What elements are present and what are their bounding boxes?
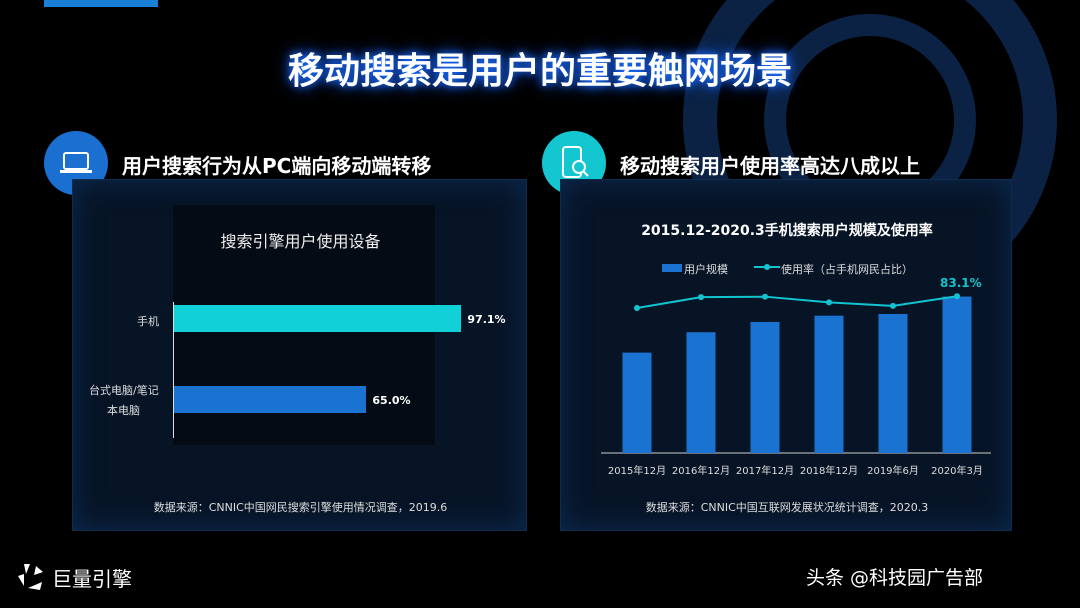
x-tick-label: 2015年12月: [607, 466, 667, 477]
y-axis: [173, 302, 174, 438]
x-tick-label: 2019年6月: [867, 466, 919, 477]
rate-point: [762, 293, 768, 300]
bar-pc: [174, 386, 367, 413]
source-note: 数据来源：CNNIC中国网民搜索引擎使用情况调查，2019.6: [153, 501, 448, 514]
legend-line-swatch: [754, 264, 780, 270]
x-tick-label: 2020年3月: [931, 466, 983, 477]
brand-name: 巨量引擎: [52, 567, 132, 591]
page-title: 移动搜索是用户的重要触网场景: [287, 51, 792, 92]
legend-bar-swatch: [662, 264, 682, 272]
legend-label: 使用率（占手机网民占比）: [781, 263, 913, 276]
combo-chart: [601, 293, 991, 454]
annotation-label: 83.1%: [940, 276, 982, 291]
x-tick-label: 2018年12月: [799, 466, 859, 477]
category-label: 本电脑: [107, 404, 140, 417]
right-panel: 2015.12-2020.3手机搜索用户规模及使用率 用户规模 使用率（占手机网…: [560, 179, 1012, 531]
brand-logo-icon: [18, 564, 43, 590]
right-section-title: 移动搜索用户使用率高达八成以上: [620, 154, 920, 178]
left-chart-title: 搜索引擎用户使用设备: [220, 232, 381, 251]
watermark: 头条 @科技园广告部: [806, 567, 984, 589]
top-accent-bar: [44, 0, 158, 7]
bar: [878, 313, 908, 453]
left-panel: 搜索引擎用户使用设备 手机 台式电脑/笔记 本电脑 97.1% 65.0% 数据…: [72, 179, 527, 531]
source-note: 数据来源：CNNIC中国互联网发展状况统计调查，2020.3: [645, 501, 929, 514]
bar: [942, 296, 972, 453]
x-tick-label: 2017年12月: [735, 466, 795, 477]
right-chart-title: 2015.12-2020.3手机搜索用户规模及使用率: [641, 223, 933, 239]
bar: [750, 321, 780, 453]
rate-point: [890, 302, 896, 309]
rate-point: [954, 293, 960, 300]
bar: [622, 352, 652, 453]
phone-search-icon: [542, 131, 606, 195]
rate-point: [826, 299, 832, 306]
rate-point: [698, 294, 704, 301]
category-label: 台式电脑/笔记: [89, 384, 159, 397]
value-label: 97.1%: [467, 313, 506, 326]
rate-point: [634, 305, 640, 311]
rate-line: [636, 295, 958, 309]
legend-label: 用户规模: [684, 263, 728, 276]
bar-mobile: [174, 305, 462, 332]
value-label: 65.0%: [372, 394, 411, 407]
bar: [686, 332, 716, 453]
bar: [814, 315, 844, 453]
category-label: 手机: [137, 315, 159, 328]
left-section-title: 用户搜索行为从PC端向移动端转移: [122, 154, 432, 178]
x-tick-label: 2016年12月: [671, 466, 731, 477]
